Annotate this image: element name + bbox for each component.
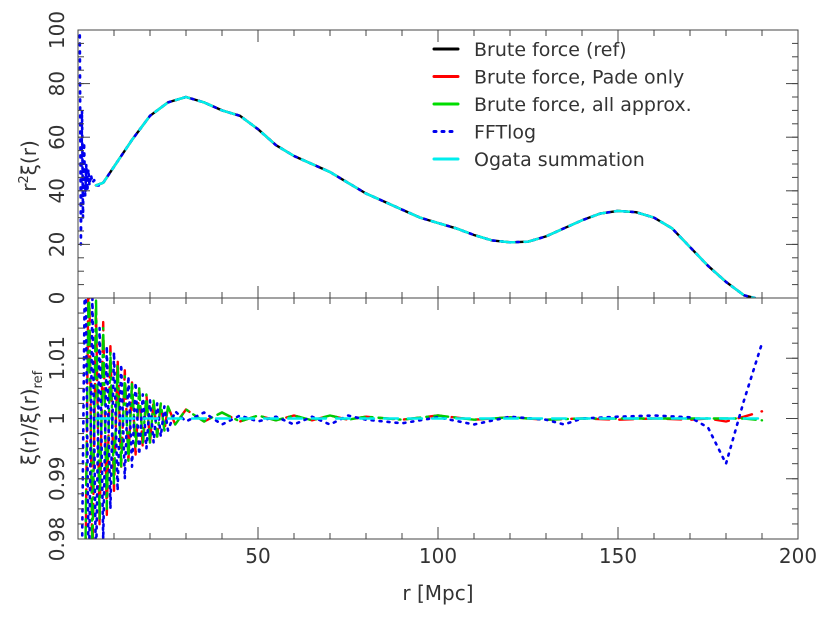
bottom-ytick-label: 1 [45, 412, 69, 425]
top-series-ogata-summation [94, 95, 756, 298]
bottom-xtick-label: 50 [245, 544, 270, 568]
top-ytick-label: 80 [45, 71, 69, 96]
top-ytick-label: 100 [45, 11, 69, 49]
top-ytick-label: 20 [45, 232, 69, 257]
bottom-ticks: 0.98 0.99 1 1.01 50 100 150 200 [45, 297, 817, 568]
legend: Brute force (ref) Brute force, Pade only B… [432, 39, 692, 171]
bottom-ylabel: ξ(r)/ξ(r)ref [17, 370, 46, 465]
x-axis-label: r [Mpc] [402, 581, 473, 605]
bottom-xtick-label: 100 [419, 544, 457, 568]
top-series-brute-force-all-approx [94, 95, 756, 298]
top-ylabel-sup: 2 [17, 175, 32, 183]
legend-label: Brute force, all approx. [474, 94, 692, 116]
top-series-group [78, 34, 757, 298]
top-ytick-label: 0 [45, 292, 69, 305]
top-ylabel: r2ξ(r) [17, 140, 41, 192]
top-ytick-label: 40 [45, 178, 69, 203]
bottom-xtick-label: 150 [599, 544, 637, 568]
top-panel-frame [77, 29, 799, 299]
bottom-ylabel-main: ξ(r)/ξ(r) [17, 388, 41, 465]
top-series-brute-force-pade-only [94, 95, 756, 298]
bottom-series-group [80, 298, 764, 539]
bottom-xtick-label: 200 [779, 544, 817, 568]
bottom-panel: 0.98 0.99 1 1.01 50 100 150 200 ξ(r)/ξ(r)ref r … [17, 297, 817, 605]
bottom-ytick-label: 1.01 [45, 336, 69, 381]
legend-label: Brute force (ref) [474, 39, 627, 61]
bottom-ytick-label: 0.99 [45, 456, 69, 501]
bottom-series-brute-force-pade-only [84, 298, 764, 539]
bottom-series-fftlog [80, 298, 764, 539]
legend-label: Brute force, Pade only [474, 67, 684, 89]
top-ticks: 0 20 40 60 80 100 [45, 11, 799, 305]
top-ylabel-rest: ξ(r) [17, 140, 41, 175]
top-ylabel-base: r [17, 183, 41, 192]
legend-label: Ogata summation [474, 149, 645, 171]
legend-label: FFTlog [474, 122, 536, 144]
top-ytick-label: 60 [45, 124, 69, 149]
top-series-fftlog [78, 34, 757, 298]
bottom-ytick-label: 0.98 [45, 517, 69, 562]
bottom-ylabel-sub: ref [31, 370, 46, 388]
top-series-brute-force-ref [94, 95, 756, 298]
